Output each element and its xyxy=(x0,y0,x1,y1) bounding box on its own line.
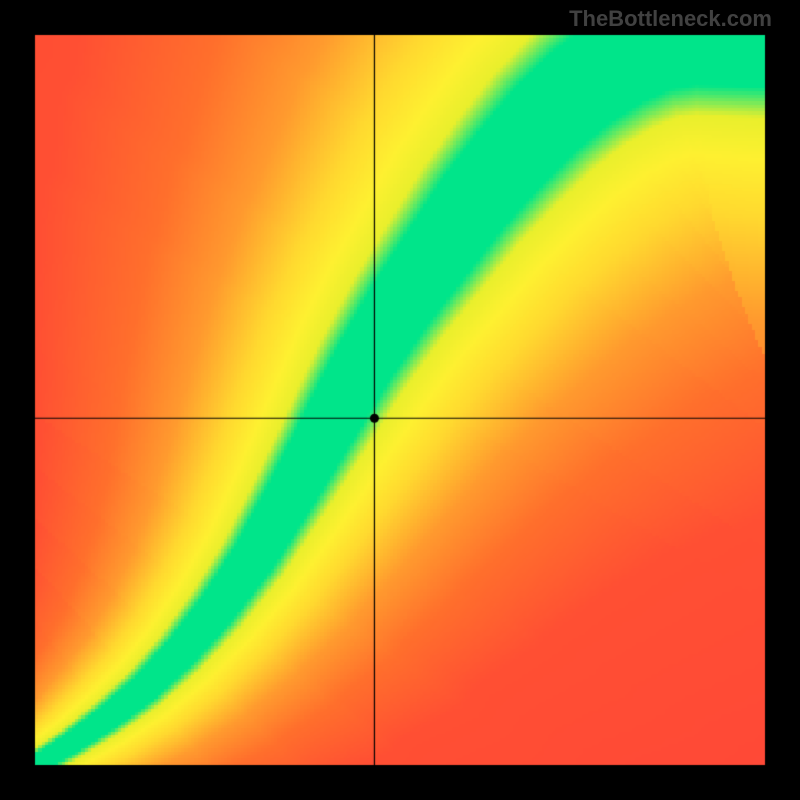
attribution-text: TheBottleneck.com xyxy=(569,6,772,32)
chart-container: TheBottleneck.com xyxy=(0,0,800,800)
heatmap-canvas xyxy=(0,0,800,800)
